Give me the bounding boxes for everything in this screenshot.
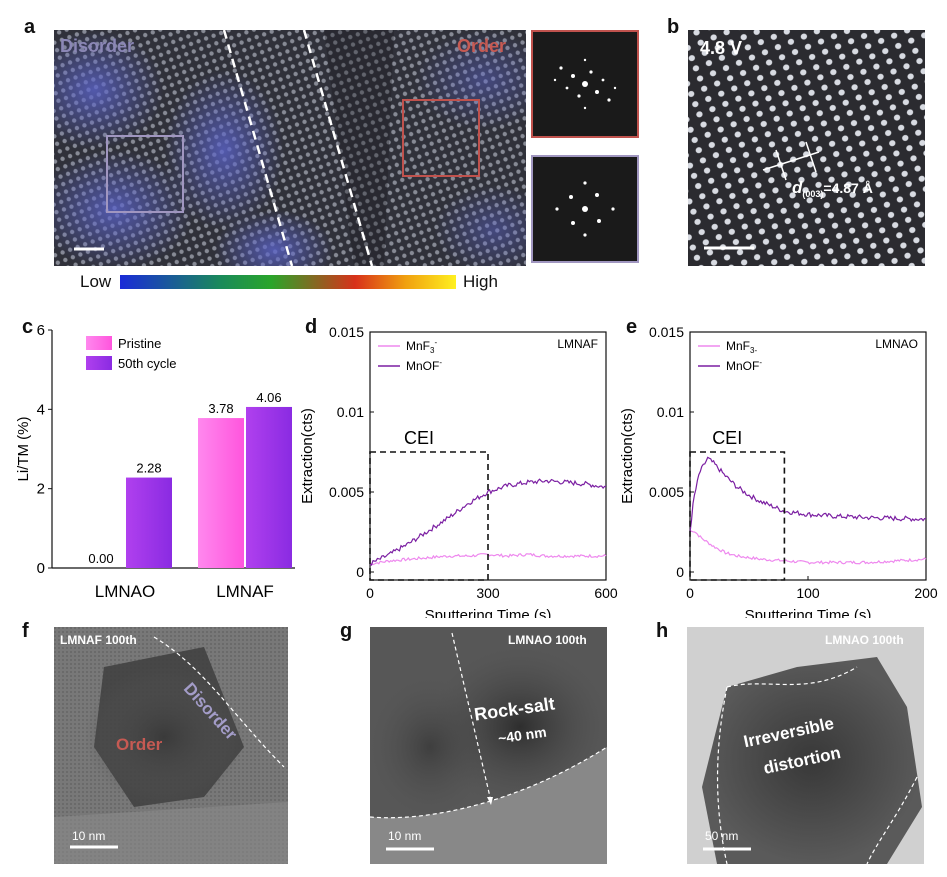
bar-chart-c: 0 2 4 6 Li/TM (%) LMNAO LMNAF 0.00 2.28 3.78 4.06…	[15, 322, 295, 601]
panel-label-g: g	[340, 620, 353, 642]
c-legend-label: Pristine	[118, 336, 161, 351]
fft-inset-order	[531, 30, 639, 138]
order-text: Order	[457, 36, 507, 56]
c-data-label: 0.00	[88, 551, 113, 566]
ytick-label: 0.015	[329, 324, 364, 340]
xtick-label: 100	[796, 585, 820, 601]
tem-image-h: LMNAO 100th Irreversible distortion 50 n…	[687, 627, 924, 864]
colorbar	[120, 275, 456, 289]
xtick-label: 200	[914, 585, 938, 601]
h-scale: 50 nm	[705, 829, 739, 843]
series-line	[369, 478, 607, 566]
sample-tag: LMNAF	[557, 337, 598, 351]
panel-label-h: h	[656, 620, 669, 642]
cei-box	[369, 451, 489, 581]
c-ylabel: Li/TM (%)	[15, 417, 32, 482]
ytick-label: 0.01	[337, 404, 364, 420]
line-chart-e: 0 0.005 0.01 0.015 0 100 200 Sputtering Time (s…	[619, 324, 938, 618]
colorbar-low: Low	[80, 272, 112, 291]
c-data-label: 3.78	[208, 401, 233, 416]
ytick-label: 0.005	[329, 484, 364, 500]
series-line	[689, 530, 927, 565]
f-scale: 10 nm	[72, 829, 106, 843]
c-legend-swatch	[86, 356, 112, 370]
panel-label-c: c	[22, 316, 34, 338]
cei-label: CEI	[404, 428, 434, 448]
legend-label: MnOF-	[406, 358, 442, 373]
c-ytick-label: 6	[37, 322, 45, 339]
g-title: LMNAO 100th	[508, 633, 587, 647]
legend-label: MnOF-	[726, 358, 762, 373]
disorder-text: Disorder	[60, 36, 135, 56]
ytick-label: 0	[676, 564, 684, 580]
f-order-label: Order	[116, 735, 163, 754]
c-category-label: LMNAO	[95, 582, 155, 601]
ylabel: Extraction(cts)	[299, 408, 316, 504]
c-legend-swatch	[86, 336, 112, 350]
cei-box	[689, 451, 786, 581]
panel-label-f: f	[22, 620, 29, 642]
c-category-label: LMNAF	[216, 582, 274, 601]
fft-inset-disorder	[531, 155, 639, 263]
d-spacing-label: d(003)=4.87 Å	[792, 178, 873, 199]
cei-label: CEI	[712, 428, 742, 448]
tem-image-f: LMNAF 100th Order Disorder 10 nm	[54, 627, 288, 864]
panel-label-a: a	[24, 16, 36, 38]
c-ytick-label: 2	[37, 481, 45, 498]
c-bar	[198, 418, 244, 568]
stem-image-b: 4.8 V d(003)=4.87 Å	[688, 30, 925, 266]
panel-label-e: e	[626, 316, 638, 338]
g-scale: 10 nm	[388, 829, 422, 843]
sample-tag: LMNAO	[875, 337, 918, 351]
ytick-label: 0.01	[657, 404, 684, 420]
ytick-label: 0.005	[649, 484, 684, 500]
xlabel: Sputtering Time (s)	[745, 607, 872, 618]
panel-label-d: d	[305, 316, 318, 338]
c-legend-label: 50th cycle	[118, 356, 177, 371]
voltage-label: 4.8 V	[700, 38, 743, 58]
c-data-label: 2.28	[136, 461, 161, 476]
ytick-label: 0.015	[649, 324, 684, 340]
xtick-label: 0	[366, 585, 374, 601]
series-line	[689, 456, 927, 533]
c-ytick-label: 0	[37, 560, 45, 577]
panel-label-b: b	[667, 16, 680, 38]
stem-image-a: Disorder Order	[54, 30, 526, 266]
legend-label: MnF3-	[726, 339, 757, 355]
c-bar	[126, 477, 172, 568]
xtick-label: 300	[476, 585, 500, 601]
c-ytick-label: 4	[37, 401, 45, 418]
c-data-label: 4.06	[256, 390, 281, 405]
xlabel: Sputtering Time (s)	[425, 607, 552, 618]
line-chart-d: 0 0.005 0.01 0.015 0 300 600 Sputtering Time (s…	[299, 324, 618, 618]
xtick-label: 0	[686, 585, 694, 601]
ytick-label: 0	[356, 564, 364, 580]
colorbar-high: High	[463, 272, 498, 291]
legend-label: MnF3-	[406, 338, 437, 355]
c-bar	[246, 406, 292, 568]
ylabel: Extraction(cts)	[619, 408, 636, 504]
tem-image-g: LMNAO 100th Rock-salt ~40 nm 10 nm	[370, 627, 607, 864]
f-title: LMNAF 100th	[60, 633, 137, 647]
xtick-label: 600	[594, 585, 618, 601]
h-title: LMNAO 100th	[825, 633, 904, 647]
